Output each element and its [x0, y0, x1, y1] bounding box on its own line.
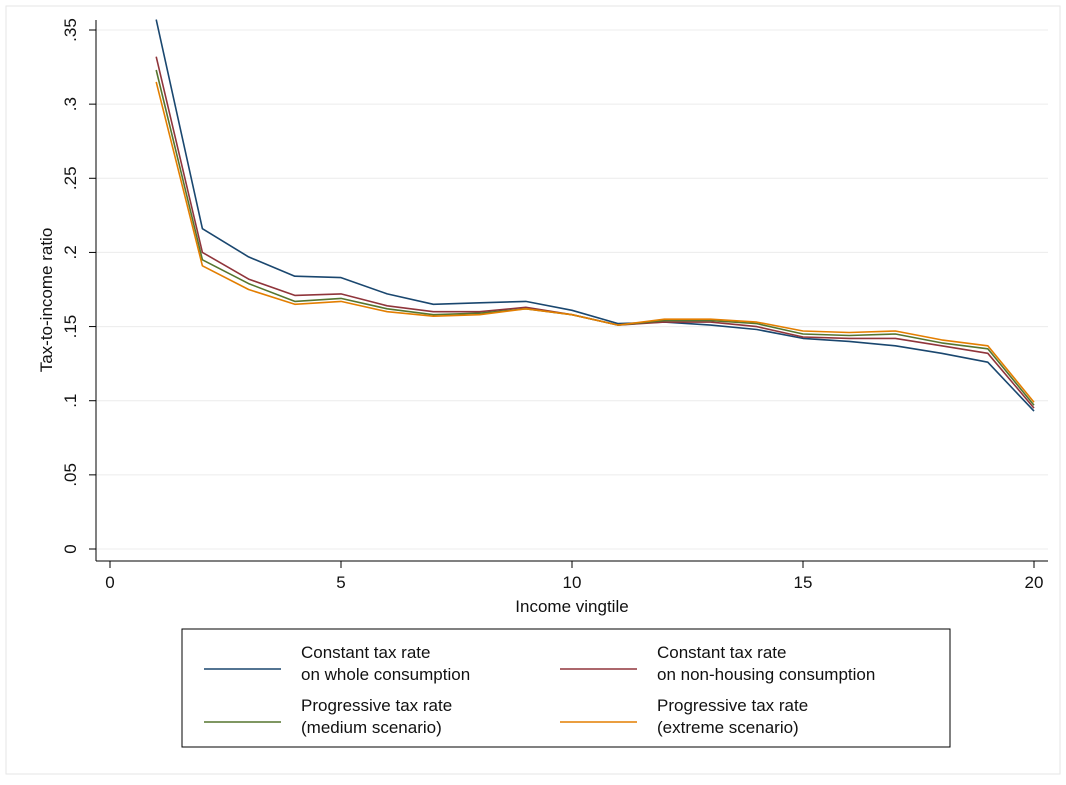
legend-label-2: on non-housing consumption — [657, 665, 875, 684]
legend-label-3: (medium scenario) — [301, 718, 442, 737]
y-tick-label: .1 — [61, 394, 80, 408]
grid-lines — [96, 29, 1048, 550]
y-tick-label: .2 — [61, 245, 80, 259]
y-tick-label: 0 — [61, 544, 80, 553]
x-ticks: 0 5 10 15 20 — [105, 561, 1043, 592]
y-tick-label: .25 — [61, 166, 80, 190]
y-tick-label: .3 — [61, 97, 80, 111]
legend-label-4: (extreme scenario) — [657, 718, 799, 737]
legend-label-4: Progressive tax rate — [657, 696, 808, 715]
y-tick-label: .35 — [61, 18, 80, 42]
x-tick-label: 10 — [563, 573, 582, 592]
x-tick-label: 0 — [105, 573, 114, 592]
legend-label-3: Progressive tax rate — [301, 696, 452, 715]
legend-box — [181, 628, 951, 748]
y-axis-label: Tax-to-income ratio — [37, 228, 56, 373]
legend-label-1: on whole consumption — [301, 665, 470, 684]
legend: Constant tax rate on whole consumption Con… — [181, 628, 951, 748]
legend-label-2: Constant tax rate — [657, 643, 786, 662]
series-line-4 — [155, 81, 1035, 403]
x-tick-label: 20 — [1025, 573, 1044, 592]
y-tick-label: .15 — [61, 315, 80, 339]
series-line-1 — [155, 19, 1035, 412]
x-tick-label: 15 — [794, 573, 813, 592]
y-tick-label: .05 — [61, 463, 80, 487]
x-axis-label: Income vingtile — [515, 597, 628, 616]
x-tick-label: 5 — [336, 573, 345, 592]
series-lines — [155, 19, 1035, 412]
y-ticks: 0 .05 .1 .15 .2 .25 .3 .35 — [61, 18, 96, 554]
legend-label-1: Constant tax rate — [301, 643, 430, 662]
